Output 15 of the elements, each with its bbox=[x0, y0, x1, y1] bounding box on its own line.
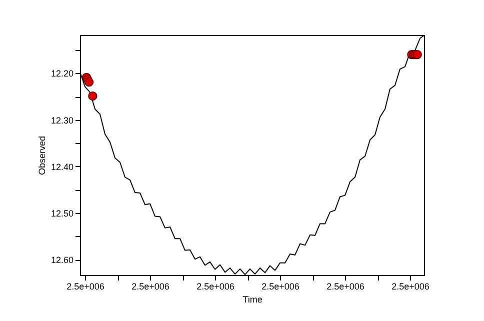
x-tick-label: 2.5e+006 bbox=[66, 282, 104, 292]
y-tick-label: 12.20 bbox=[50, 68, 74, 79]
x-tick-label: 2.5e+006 bbox=[262, 282, 300, 292]
x-tick-label: 2.5e+006 bbox=[196, 282, 234, 292]
y-tick-label: 12.30 bbox=[50, 115, 74, 126]
y-tick-label: 12.50 bbox=[50, 208, 74, 219]
y-axis-title: Observed bbox=[36, 136, 47, 176]
y-tick-label: 12.60 bbox=[50, 255, 74, 266]
x-axis-title: Time bbox=[242, 294, 262, 304]
point bbox=[88, 91, 98, 101]
point bbox=[84, 77, 94, 87]
y-tick-label: 12.40 bbox=[50, 162, 74, 172]
x-tick-label: 2.5e+006 bbox=[326, 282, 364, 292]
x-tick-label: 2.5e+006 bbox=[392, 282, 430, 292]
x-tick-label: 2.5e+006 bbox=[132, 282, 170, 292]
